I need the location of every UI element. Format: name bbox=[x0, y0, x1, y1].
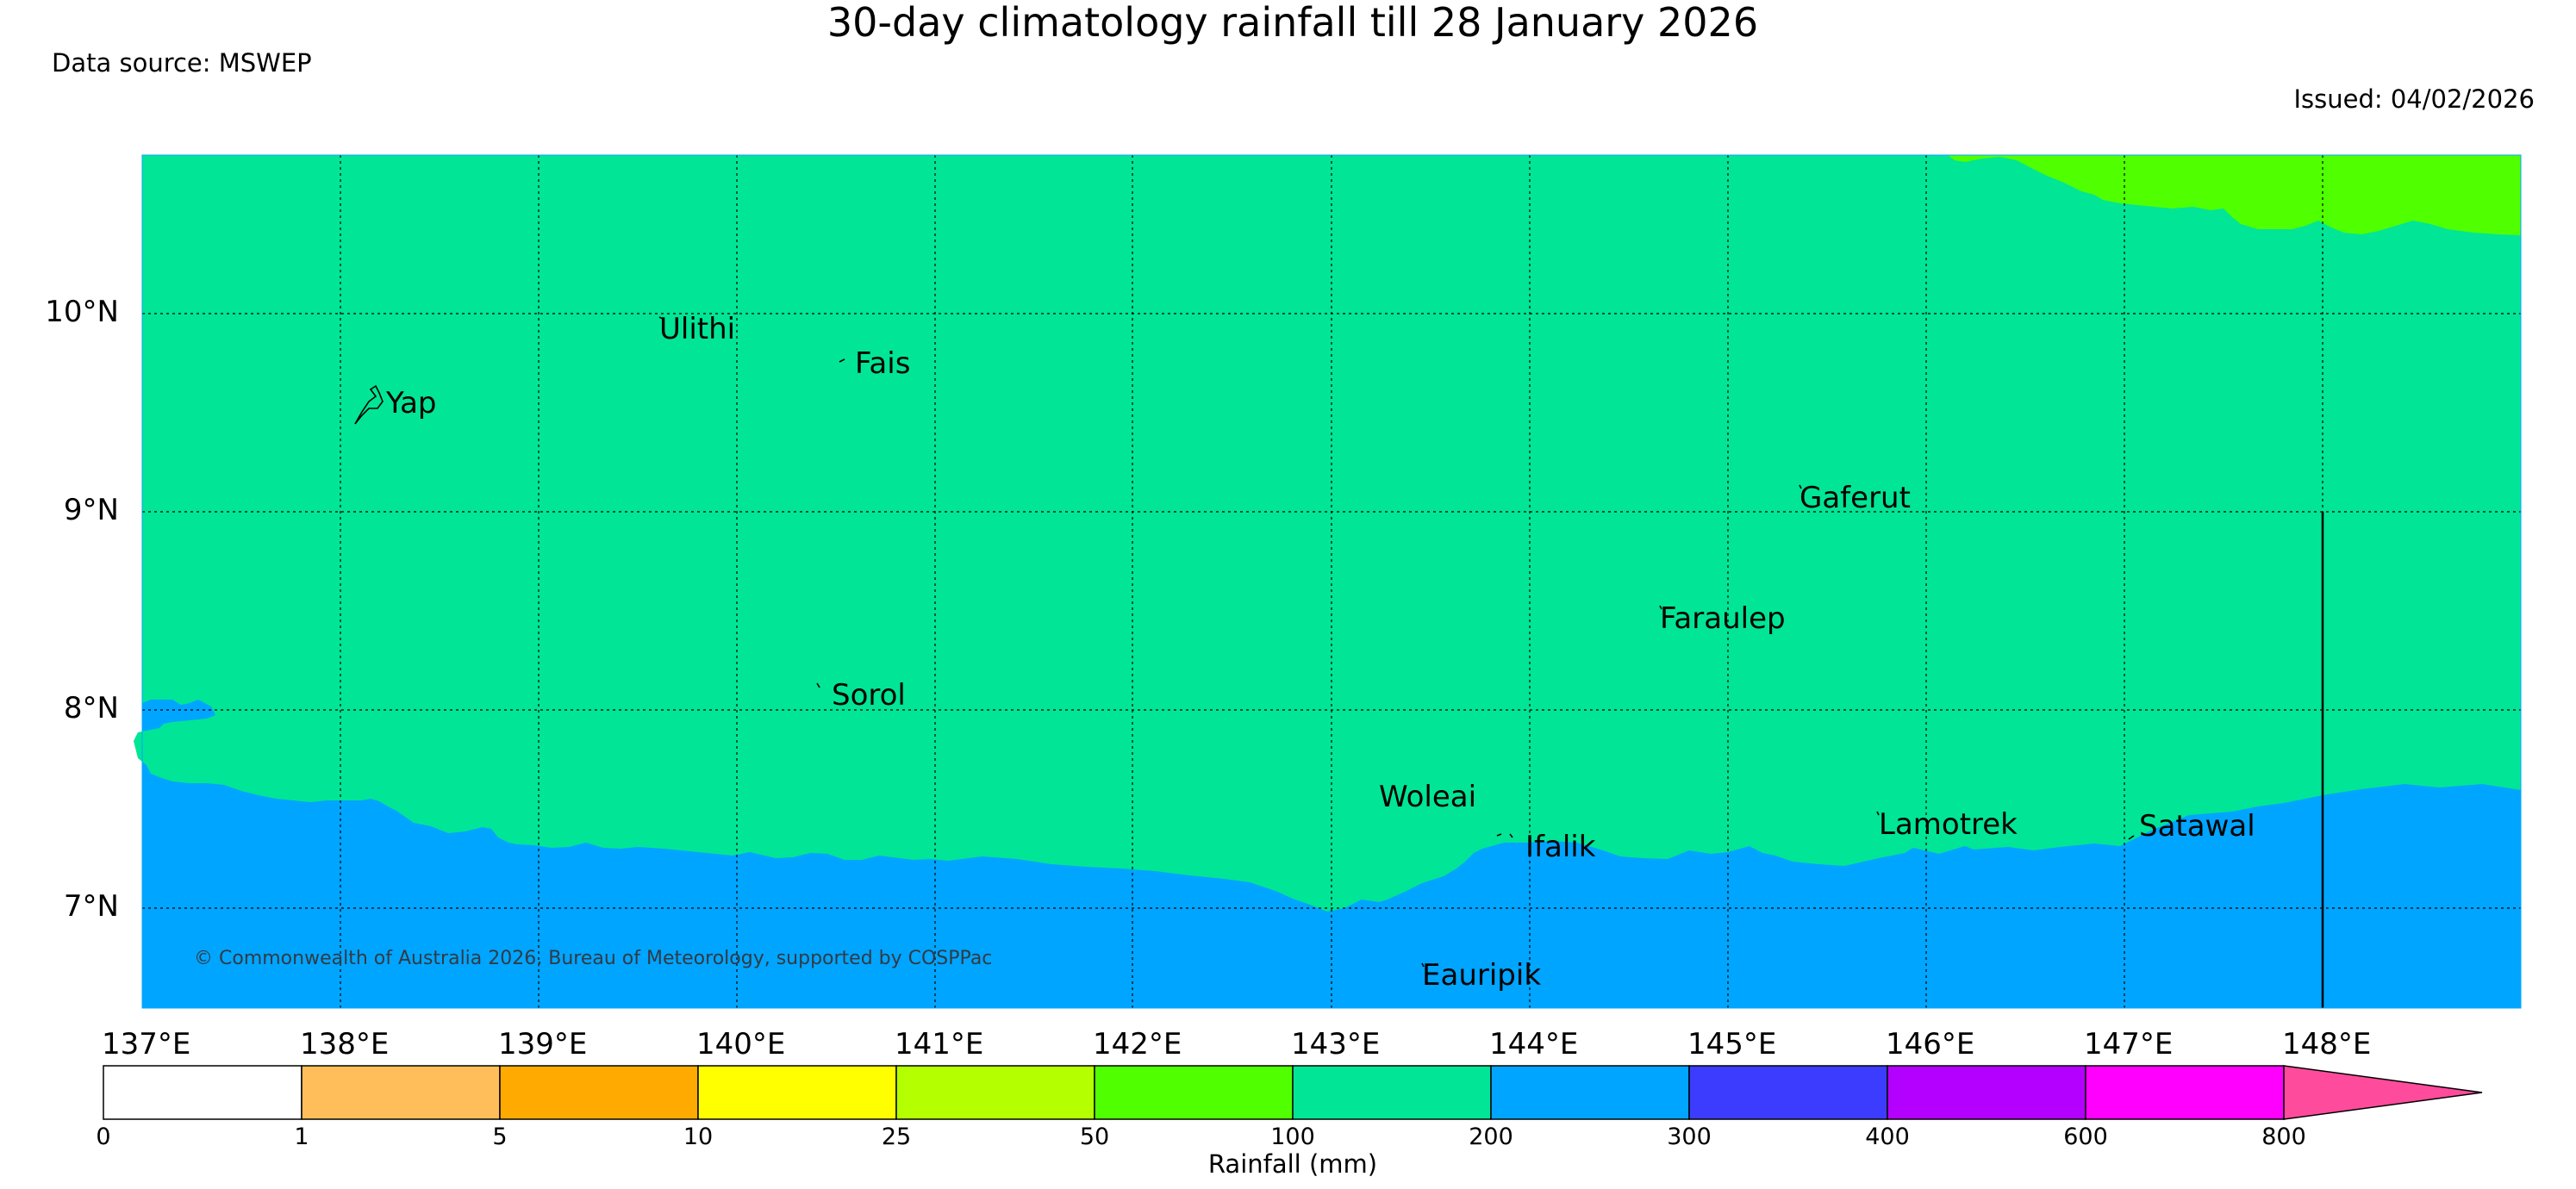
gaferut-island-mark bbox=[1799, 484, 1802, 489]
colorbar-tick-label: 0 bbox=[96, 1124, 111, 1150]
lat-label-10n: 10°N bbox=[45, 295, 119, 329]
colorbar-segment bbox=[499, 1065, 699, 1120]
lon-label-137e: 137°E bbox=[102, 1027, 191, 1061]
map-title: 30-day climatology rainfall till 28 Janu… bbox=[826, 0, 1759, 46]
lat-label-9n: 9°N bbox=[63, 493, 119, 527]
place-label-ulithi: Ulithi bbox=[659, 312, 736, 346]
colorbar-extension-arrow bbox=[2283, 1065, 2483, 1120]
issued-date: Issued: 04/02/2026 bbox=[2293, 84, 2535, 114]
colorbar-label: Rainfall (mm) bbox=[1207, 1149, 1378, 1179]
ifalik-island-mark-2 bbox=[1509, 833, 1513, 838]
colorbar-tick-label: 300 bbox=[1667, 1124, 1712, 1150]
lon-label-147e: 147°E bbox=[2084, 1027, 2174, 1061]
place-label-lamotrek: Lamotrek bbox=[1879, 807, 2018, 842]
lat-label-8n: 8°N bbox=[63, 691, 119, 725]
ifalik-island-mark bbox=[1496, 833, 1502, 837]
colorbar-tick-label: 400 bbox=[1865, 1124, 1910, 1150]
colorbar-segment bbox=[1490, 1065, 1690, 1120]
place-label-eauripik: Eauripik bbox=[1422, 958, 1542, 993]
island-markers bbox=[354, 316, 2135, 968]
colorbar-segment bbox=[103, 1065, 303, 1120]
lon-label-141e: 141°E bbox=[895, 1027, 984, 1061]
ulithi-island-mark bbox=[658, 316, 664, 320]
colorbar-tick-label: 5 bbox=[492, 1124, 508, 1150]
lon-label-143e: 143°E bbox=[1291, 1027, 1381, 1061]
colorbar-tick-label: 800 bbox=[2261, 1124, 2306, 1150]
place-label-satawal: Satawal bbox=[2139, 809, 2255, 844]
colorbar-segment bbox=[1292, 1065, 1492, 1120]
lat-label-7n: 7°N bbox=[63, 889, 119, 924]
lamotrek-island-mark bbox=[1876, 811, 1880, 816]
data-source: Data source: MSWEP bbox=[52, 48, 312, 78]
place-label-yap: Yap bbox=[386, 386, 437, 420]
lon-label-139e: 139°E bbox=[498, 1027, 588, 1061]
colorbar-segment bbox=[301, 1065, 501, 1120]
yap-island-outline bbox=[354, 384, 384, 425]
colorbar-segment bbox=[895, 1065, 1095, 1120]
colorbar-segment bbox=[2085, 1065, 2285, 1120]
faraulep-island-mark bbox=[1659, 605, 1662, 610]
place-label-gaferut: Gaferut bbox=[1799, 481, 1911, 515]
fais-island-mark bbox=[839, 358, 845, 363]
place-label-woleai: Woleai bbox=[1379, 780, 1477, 814]
rainfall-colorbar bbox=[103, 1065, 2483, 1120]
lon-label-145e: 145°E bbox=[1687, 1027, 1777, 1061]
colorbar-segment bbox=[1887, 1065, 2086, 1120]
colorbar-tick-label: 10 bbox=[683, 1124, 714, 1150]
colorbar-tick-label: 200 bbox=[1469, 1124, 1513, 1150]
colorbar-tick-label: 25 bbox=[881, 1124, 912, 1150]
copyright-notice: © Commonwealth of Australia 2026, Bureau… bbox=[194, 948, 993, 969]
place-label-ifalik: Ifalik bbox=[1525, 830, 1596, 864]
place-label-faraulep: Faraulep bbox=[1660, 601, 1786, 636]
satawal-island-mark bbox=[2128, 835, 2135, 840]
lon-label-140e: 140°E bbox=[696, 1027, 786, 1061]
place-label-sorol: Sorol bbox=[832, 678, 906, 713]
colorbar-tick-label: 1 bbox=[294, 1124, 309, 1150]
colorbar-tick-label: 50 bbox=[1079, 1124, 1110, 1150]
eauripik-island-mark bbox=[1421, 962, 1425, 968]
colorbar-tick-label: 100 bbox=[1270, 1124, 1315, 1150]
rain-band-50-100 bbox=[1948, 155, 2521, 235]
map-gridlines bbox=[142, 155, 2521, 1008]
lon-label-144e: 144°E bbox=[1489, 1027, 1579, 1061]
colorbar-tick-label: 600 bbox=[2063, 1124, 2108, 1150]
place-label-fais: Fais bbox=[855, 346, 911, 381]
lon-label-148e: 148°E bbox=[2282, 1027, 2372, 1061]
colorbar-segment bbox=[697, 1065, 897, 1120]
lon-label-146e: 146°E bbox=[1886, 1027, 1975, 1061]
lon-label-142e: 142°E bbox=[1093, 1027, 1182, 1061]
colorbar-segment bbox=[1688, 1065, 1888, 1120]
rain-band-100-200 bbox=[134, 155, 2521, 912]
sorol-island-mark bbox=[816, 682, 820, 688]
lon-label-138e: 138°E bbox=[300, 1027, 390, 1061]
colorbar-segment bbox=[1094, 1065, 1294, 1120]
map-frame bbox=[141, 154, 2522, 1009]
